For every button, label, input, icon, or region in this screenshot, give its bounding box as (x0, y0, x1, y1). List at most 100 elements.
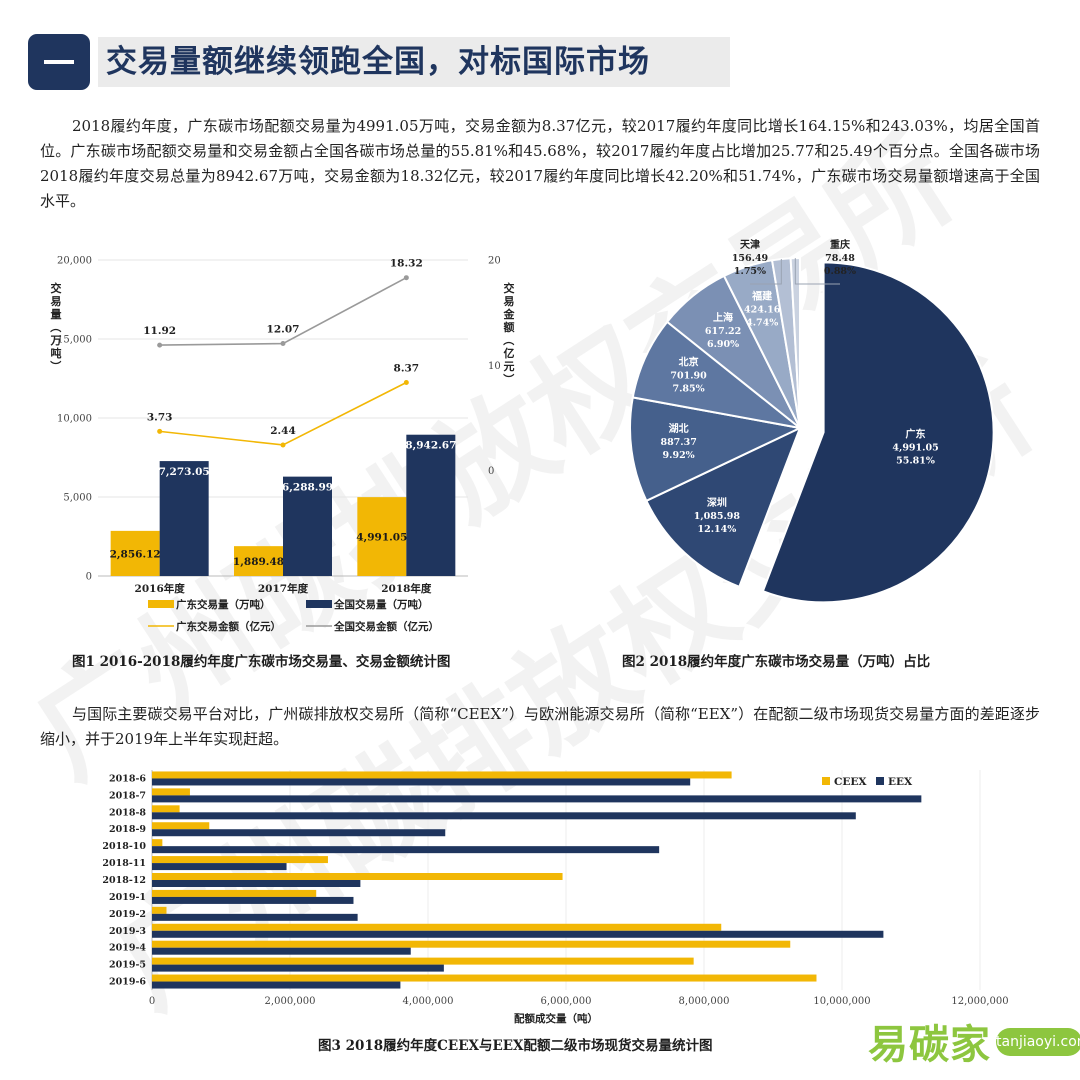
fig2-slice-name: 天津 (740, 238, 760, 251)
fig3-bar-ceex (152, 856, 328, 864)
fig1-legend-swatch (148, 600, 174, 608)
fig1-legend-label: 全国交易量（万吨） (333, 598, 429, 611)
fig1-bar-data-label: 4,991.05 (356, 532, 407, 544)
fig1-ylabel-char: 交 (51, 281, 62, 295)
fig2-slice-0 (761, 261, 995, 604)
fig2-slice-percent: 7.85% (673, 383, 705, 394)
fig1-legend-label: 广东交易量（万吨） (176, 598, 271, 611)
fig3-bar-eex (152, 930, 884, 938)
fig1-ytick-label: 0 (86, 572, 92, 583)
fig3-xtick-label: 4,000,000 (403, 996, 454, 1007)
fig3-ytick-label: 2018-6 (109, 773, 146, 784)
fig2-slice-percent: 1.75% (734, 266, 766, 277)
fig1-bar-national (283, 476, 332, 576)
fig2-slice-percent: 4.74% (746, 318, 778, 329)
fig3-bar-ceex (152, 788, 190, 796)
fig3-bar-eex (152, 913, 358, 921)
fig2-slice-name: 湖北 (669, 422, 689, 435)
fig1-y2label-char: 元 (504, 360, 515, 373)
fig3-bar-eex (152, 863, 287, 871)
fig1-caption: 图1 2016-2018履约年度广东碳市场交易量、交易金额统计图 (72, 654, 451, 670)
fig1-ytick-label: 5,000 (63, 493, 92, 504)
fig2-slice-value: 617.22 (705, 326, 741, 337)
fig2-slice-name: 重庆 (830, 238, 850, 251)
fig2-caption: 图2 2018履约年度广东碳市场交易量（万吨）占比 (622, 654, 931, 670)
fig1-volume-amount-chart: 05,00010,00015,00020,00001020交易量（万吨）交易金额… (49, 256, 516, 634)
fig3-xlabel: 配额成交量（吨） (514, 1012, 598, 1025)
fig2-slice-value: 701.90 (670, 370, 707, 381)
fig2-slice-value: 424.16 (744, 305, 781, 316)
fig1-y2label-char: 交 (504, 281, 515, 295)
fig1-line-data-label: 3.73 (147, 411, 173, 423)
section-number-badge (28, 34, 90, 90)
fig3-xtick-label: 2,000,000 (265, 996, 316, 1007)
fig3-xtick-label: 6,000,000 (541, 996, 592, 1007)
fig1-ylabel-char: 量 (51, 308, 62, 321)
comparison-paragraph: 与国际主要碳交易平台对比，广州碳排放权交易所（简称“CEEX”）与欧洲能源交易所… (40, 705, 1040, 748)
fig2-leader-line (794, 258, 840, 285)
fig1-line-data-label: 8.37 (394, 363, 420, 375)
fig3-legend-label: CEEX (834, 776, 867, 788)
fig3-bar-ceex (152, 889, 317, 897)
fig1-line-data-label: 18.32 (390, 258, 423, 270)
fig3-bar-eex (152, 795, 922, 803)
fig3-legend-label: EEX (888, 776, 913, 788)
fig3-ytick-label: 2018-8 (109, 807, 146, 818)
intro-paragraph: 2018履约年度，广东碳市场配额交易量为4991.05万吨，交易金额为8.37亿… (40, 117, 1040, 210)
fig3-ytick-label: 2019-5 (109, 960, 146, 971)
fig1-line-point (157, 342, 163, 348)
fig3-bar-ceex (152, 940, 791, 948)
fig3-bar-eex (152, 981, 401, 989)
fig3-ytick-label: 2018-10 (102, 841, 146, 852)
fig1-bar-data-label: 8,942.67 (405, 440, 456, 452)
fig1-legend-swatch (306, 600, 332, 608)
fig3-ytick-label: 2018-7 (109, 790, 146, 801)
fig1-ylabel-char: 吨 (51, 346, 62, 360)
fig2-leader-line (750, 259, 782, 285)
fig3-bar-eex (152, 778, 691, 786)
fig1-ytick-label: 10,000 (57, 414, 92, 425)
fig3-xtick-label: 10,000,000 (813, 996, 870, 1007)
fig1-bar-national (406, 434, 456, 576)
fig3-bar-ceex (152, 771, 732, 779)
fig1-y2tick-label: 10 (488, 361, 501, 372)
fig2-slice-name: 北京 (679, 355, 699, 368)
fig1-y2label-char: 亿 (504, 346, 515, 360)
fig3-xtick-label: 0 (149, 996, 155, 1007)
fig3-bar-eex (152, 947, 411, 955)
fig1-line-point (403, 275, 409, 281)
fig1-line-point (280, 442, 286, 448)
fig3-bar-ceex (152, 906, 167, 914)
fig1-line-point (157, 428, 163, 434)
fig1-y2label-char: 额 (504, 320, 515, 334)
fig3-ytick-label: 2019-3 (109, 926, 146, 937)
fig1-y2tick-label: 0 (488, 466, 494, 477)
fig1-line-point (403, 380, 409, 386)
fig3-ytick-label: 2019-2 (109, 909, 146, 920)
fig1-ylabel-char: 易 (51, 295, 62, 308)
fig1-y2label-char: ） (502, 374, 515, 385)
fig1-line-data-label: 12.07 (267, 324, 300, 336)
fig2-slice-2 (629, 396, 804, 503)
fig1-ylabel-char: （ (49, 322, 62, 333)
fig3-bar-eex (152, 829, 446, 837)
fig3-bar-ceex (152, 957, 694, 965)
fig2-slice-value: 1,085.98 (694, 511, 741, 522)
fig1-legend-label: 全国交易金额（亿元） (333, 620, 439, 633)
fig3-bar-eex (152, 812, 856, 820)
fig3-legend-swatch (822, 777, 830, 785)
fig3-ytick-label: 2019-1 (109, 892, 146, 903)
fig1-y2label-char: 易 (504, 295, 515, 308)
fig2-slice-value: 78.48 (825, 253, 855, 264)
logo-text: 易碳家 (868, 1022, 991, 1068)
fig3-bar-ceex (152, 822, 210, 830)
fig1-ytick-label: 15,000 (57, 335, 92, 346)
fig3-bar-ceex (152, 974, 817, 982)
fig2-slice-name: 深圳 (707, 496, 727, 509)
fig1-bar-guangdong (110, 530, 160, 576)
fig2-slice-percent: 6.90% (707, 339, 739, 350)
fig1-ytick-label: 20,000 (57, 256, 92, 267)
fig3-ytick-label: 2019-6 (109, 977, 146, 988)
fig3-ytick-label: 2018-11 (102, 858, 146, 869)
fig1-line-data-label: 11.92 (143, 325, 176, 337)
